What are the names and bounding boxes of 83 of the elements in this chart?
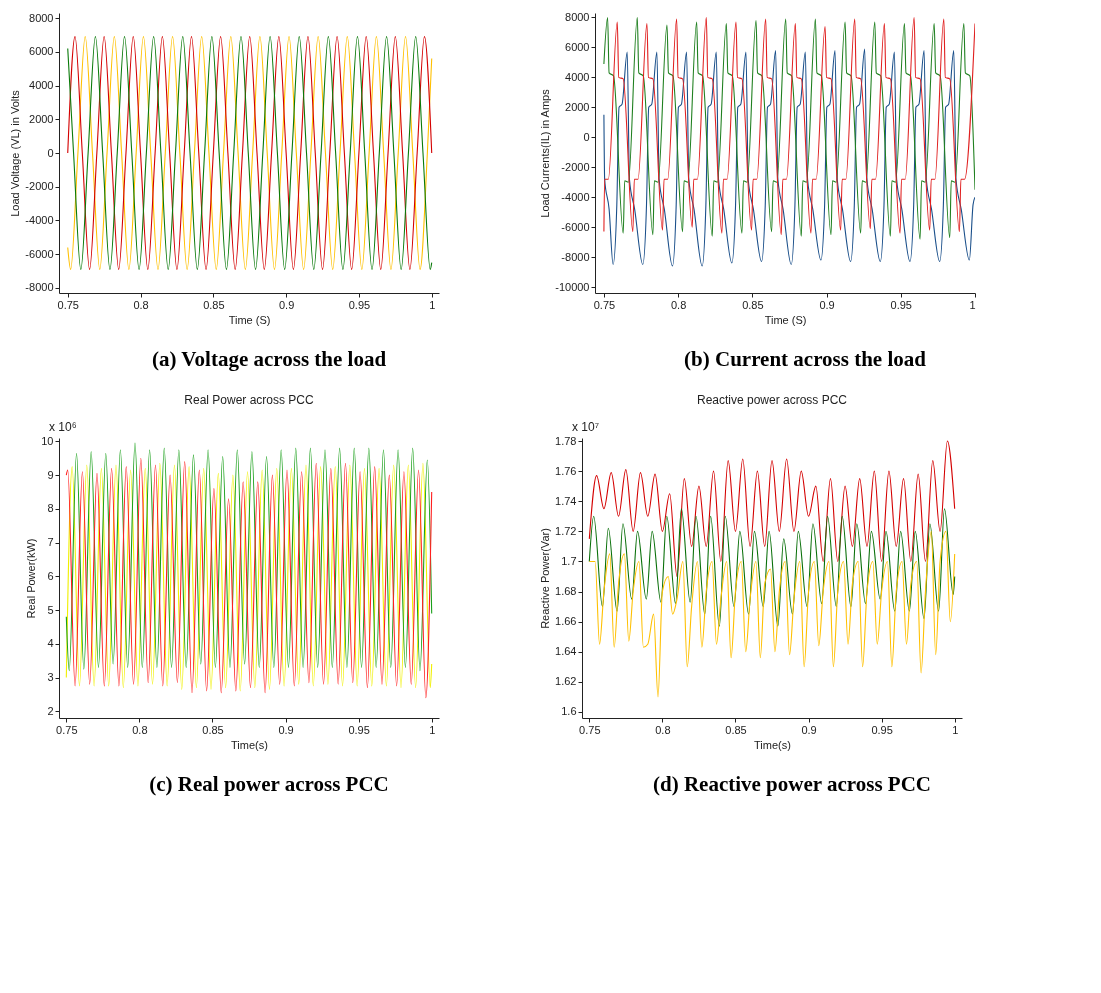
line-series bbox=[603, 48, 975, 267]
x-tick-label: 0.9 bbox=[819, 298, 835, 311]
y-tick-label: 10 bbox=[41, 434, 54, 447]
y-tick-label: -10000 bbox=[555, 280, 590, 293]
x-tick-label: 0.75 bbox=[593, 298, 616, 311]
chart-title: Reactive power across PCC bbox=[696, 393, 848, 407]
line-series bbox=[588, 508, 956, 627]
x-tick-label: 0.9 bbox=[801, 723, 817, 736]
x-tick-label: 0.75 bbox=[56, 723, 78, 736]
y-tick-label: 7 bbox=[47, 536, 54, 549]
y-tick-label: 4 bbox=[47, 637, 54, 650]
y-tick-label: 2000 bbox=[29, 112, 54, 125]
x-tick-label: 0.8 bbox=[655, 723, 671, 736]
line-series bbox=[588, 530, 956, 698]
text: (b) Current across the load bbox=[684, 347, 927, 371]
text: (a) Voltage across the load bbox=[151, 347, 387, 371]
y-tick-label: 1.76 bbox=[555, 464, 577, 477]
y-tick-label: -8000 bbox=[25, 281, 54, 294]
y-tick-label: 1.62 bbox=[555, 675, 577, 688]
x-tick-label: 1 bbox=[969, 298, 976, 311]
x-tick-label: 0.85 bbox=[725, 723, 747, 736]
x-tick-label: 0.75 bbox=[579, 723, 601, 736]
y-tick-label: 1.7 bbox=[561, 554, 577, 567]
x-tick-label: 0.9 bbox=[278, 298, 295, 311]
x-tick-label: 0.85 bbox=[742, 298, 764, 311]
y-tick-label: -6000 bbox=[561, 220, 590, 233]
x-axis-title: Time(s) bbox=[231, 738, 268, 751]
chart-title: Real Power across PCC bbox=[184, 393, 315, 407]
y-tick-label: -4000 bbox=[561, 190, 590, 203]
y-tick-label: 9 bbox=[47, 468, 54, 481]
text: x 10⁷ bbox=[572, 420, 600, 434]
y-tick-label: -8000 bbox=[561, 250, 590, 263]
y-tick-label: -4000 bbox=[25, 213, 54, 226]
y-tick-label: 0 bbox=[47, 146, 54, 159]
x-tick-label: 0.9 bbox=[278, 723, 294, 736]
y-tick-label: 4000 bbox=[29, 79, 54, 92]
y-tick-label: 6000 bbox=[29, 45, 54, 58]
line-series bbox=[67, 36, 433, 270]
y-tick-label: -2000 bbox=[561, 160, 590, 173]
x-tick-label: 0.95 bbox=[890, 298, 912, 311]
y-tick-label: 6 bbox=[47, 569, 54, 582]
y-tick-label: 1.68 bbox=[555, 585, 577, 598]
y-tick-label: -6000 bbox=[25, 247, 54, 260]
y-tick-label: 8 bbox=[47, 502, 54, 515]
y-axis-title: Real Power(kW) bbox=[25, 538, 38, 619]
x-tick-label: 0.8 bbox=[670, 298, 687, 311]
text: (c) Real power across PCC bbox=[149, 772, 389, 796]
y-tick-label: 2 bbox=[47, 704, 54, 717]
y-axis-title: Load Voltage (VL) in Volts bbox=[9, 89, 22, 217]
y-tick-label: 2000 bbox=[565, 100, 590, 113]
y-tick-label: 1.6 bbox=[561, 705, 577, 718]
x-tick-label: 1 bbox=[429, 723, 436, 736]
x-tick-label: 0.85 bbox=[203, 298, 225, 311]
x-tick-label: 0.8 bbox=[132, 723, 148, 736]
y-tick-label: 8000 bbox=[29, 11, 54, 24]
y-tick-label: 6000 bbox=[565, 40, 590, 53]
y-tick-label: 1.72 bbox=[555, 524, 577, 537]
x-tick-label: 0.85 bbox=[202, 723, 224, 736]
x-tick-label: 0.95 bbox=[348, 298, 371, 311]
y-tick-label: 4000 bbox=[565, 70, 590, 83]
y-axis-title: Reactive Power(Var) bbox=[539, 528, 552, 629]
y-tick-label: 1.64 bbox=[555, 645, 577, 658]
text: (d) Reactive power across PCC bbox=[653, 772, 931, 796]
y-tick-label: 1.66 bbox=[555, 615, 577, 628]
y-tick-label: 8000 bbox=[565, 10, 590, 23]
y-tick-label: 5 bbox=[47, 603, 54, 616]
y-tick-label: 0 bbox=[583, 130, 590, 143]
x-tick-label: 1 bbox=[429, 298, 436, 311]
x-axis-title: Time (S) bbox=[764, 313, 807, 326]
x-tick-label: 0.95 bbox=[348, 723, 370, 736]
x-tick-label: 0.8 bbox=[133, 298, 149, 311]
text: x 10⁶ bbox=[49, 420, 77, 434]
x-tick-label: 0.75 bbox=[57, 298, 79, 311]
x-tick-label: 1 bbox=[952, 723, 959, 736]
x-axis-title: Time (S) bbox=[228, 313, 271, 326]
y-tick-label: 3 bbox=[47, 671, 54, 684]
y-axis-title: Load Currents(IL) in Amps bbox=[539, 88, 552, 218]
y-tick-label: -2000 bbox=[25, 180, 54, 193]
x-tick-label: 0.95 bbox=[871, 723, 893, 736]
y-tick-label: 1.74 bbox=[555, 494, 577, 507]
line-series bbox=[588, 440, 956, 578]
y-tick-label: 1.78 bbox=[555, 434, 577, 447]
x-axis-title: Time(s) bbox=[754, 738, 791, 751]
